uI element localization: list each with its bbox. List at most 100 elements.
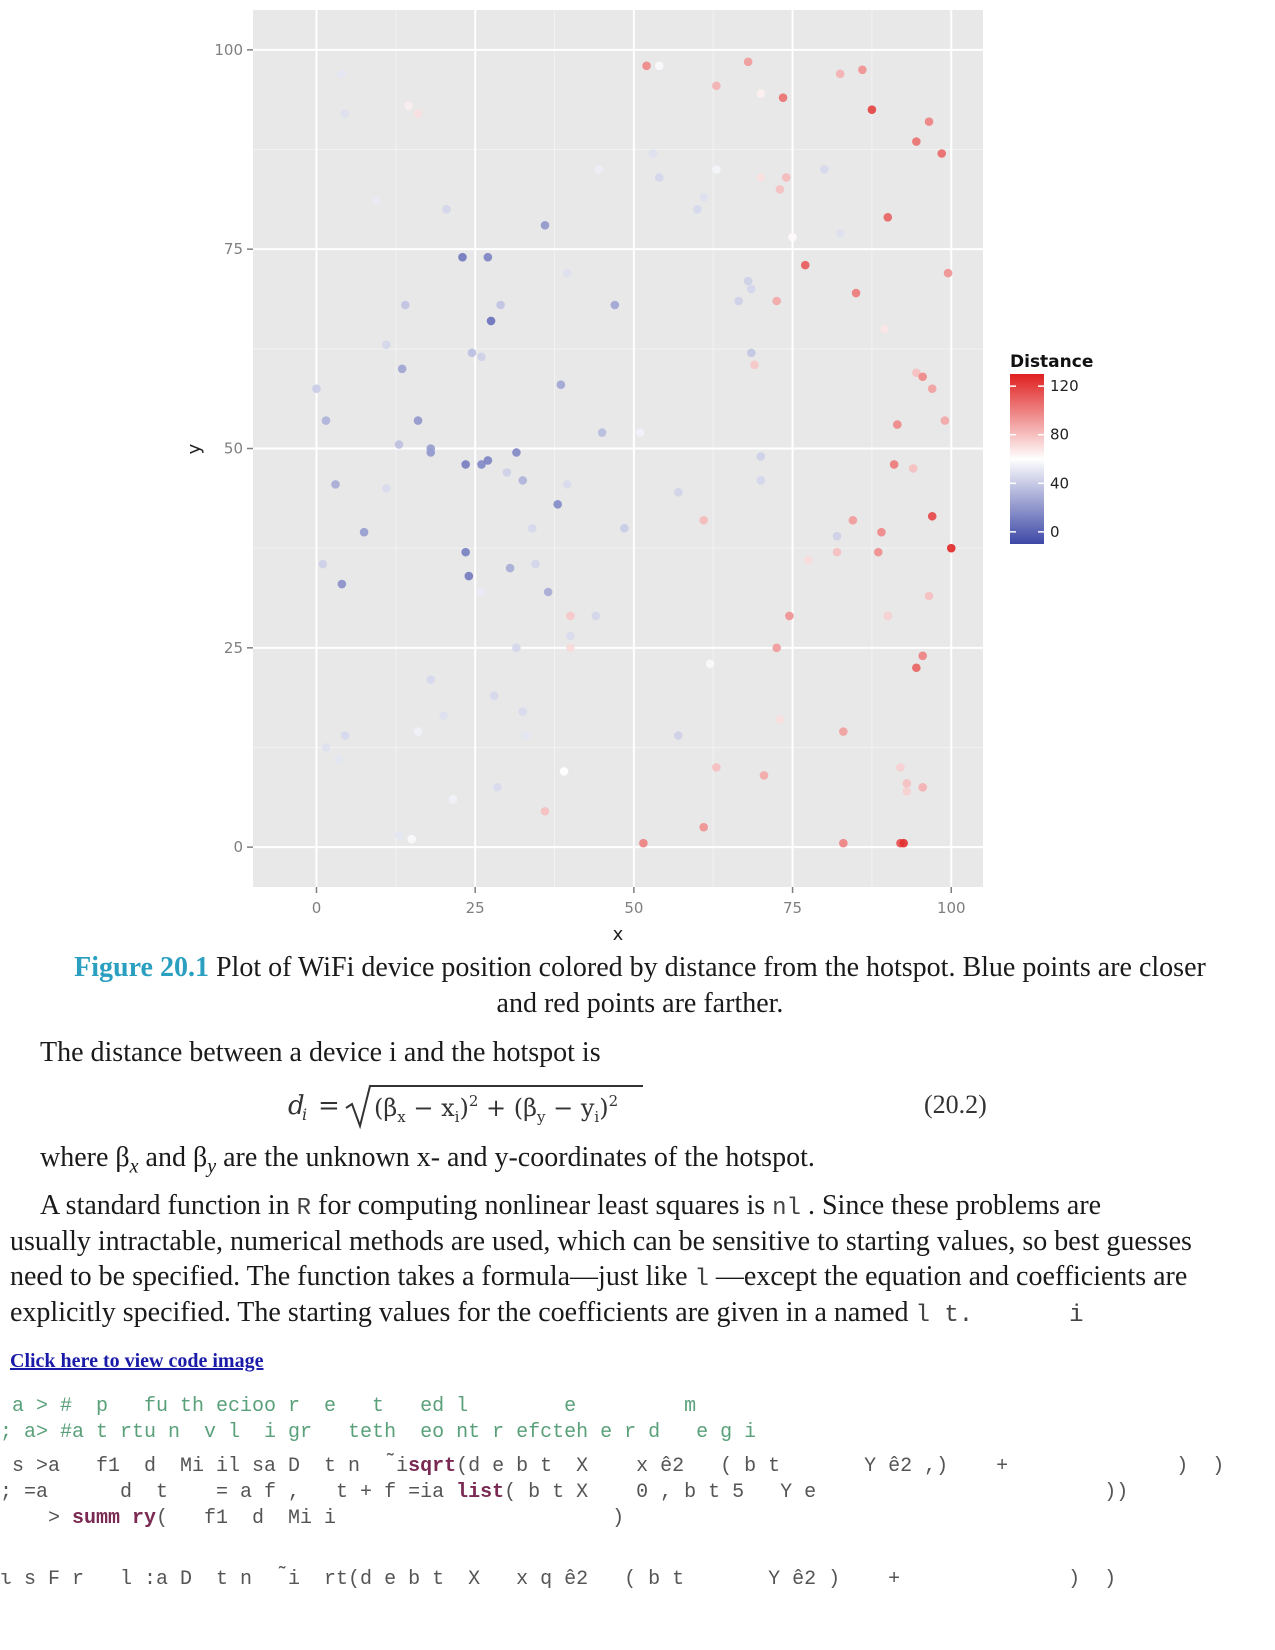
code-line-5a: > xyxy=(0,1507,73,1530)
data-point xyxy=(566,643,575,653)
paragraph-distance-text: The distance between a device i and the … xyxy=(40,1037,601,1068)
data-point xyxy=(426,675,436,685)
data-point xyxy=(318,559,328,569)
legend-tick-label: 0 xyxy=(1050,523,1060,541)
data-point xyxy=(924,591,934,601)
data-point xyxy=(750,360,759,370)
data-point xyxy=(705,659,715,669)
x-tick-label: 25 xyxy=(466,899,485,917)
data-point xyxy=(743,57,753,67)
figure-caption: Figure 20.1 Plot of WiFi device position… xyxy=(30,950,1250,1022)
legend-tick-label: 80 xyxy=(1050,426,1069,444)
data-point xyxy=(778,93,788,102)
code-line-1: a > # p fu th ecioo r e t ed l e m xyxy=(0,1395,696,1418)
data-point xyxy=(674,731,683,740)
grid-lines xyxy=(253,10,983,887)
scatter-chart: 0 25 50 75 100 0 25 50 75 100 x y Distance 120 80 4… xyxy=(184,10,1093,945)
paragraph-hotspot: where βx and βy are the unknown x- and y… xyxy=(40,1140,815,1185)
x-axis-title: x xyxy=(613,924,624,945)
data-point xyxy=(528,523,537,533)
data-point xyxy=(699,193,708,202)
data-point xyxy=(407,834,416,844)
data-point xyxy=(512,448,521,457)
code-line-3a: s >a f1 d Mi il sa D t n ̃i xyxy=(0,1455,409,1478)
data-point xyxy=(918,372,927,382)
paragraph-nls-line4: explicitly specified. The starting value… xyxy=(10,1295,1084,1334)
data-point xyxy=(620,523,629,533)
data-point xyxy=(477,587,486,597)
data-point xyxy=(835,228,845,238)
code-line-4a: ; =a d t = a f , t + f =ia xyxy=(0,1481,457,1504)
y-tick-label: 75 xyxy=(224,240,243,258)
data-point xyxy=(458,252,467,262)
y-tick-label: 0 xyxy=(233,838,243,856)
svg-text:=: = xyxy=(318,1091,340,1121)
data-point xyxy=(556,380,566,390)
code-line-4b: ( b t X 0 , b t 5 Y e )) xyxy=(504,1481,1129,1504)
data-point xyxy=(502,468,512,477)
data-point xyxy=(756,89,766,99)
data-point xyxy=(426,444,436,453)
x-tick-label: 0 xyxy=(312,899,322,917)
data-point xyxy=(540,220,550,230)
legend-tick-label: 120 xyxy=(1050,377,1079,395)
data-point xyxy=(734,296,743,306)
data-point xyxy=(382,340,391,350)
data-point xyxy=(893,420,902,429)
data-point xyxy=(712,81,721,91)
view-code-image-link[interactable]: Click here to view code image xyxy=(10,1350,264,1372)
data-point xyxy=(401,300,410,310)
data-point xyxy=(461,460,470,469)
data-point xyxy=(880,324,889,334)
code-line-3: s >a f1 d Mi il sa D t n ̃isqrt(d e b t … xyxy=(0,1455,1224,1478)
equation-number: (20.2) xyxy=(924,1090,987,1119)
code-line-6: ι s F r l :a D t n ̃i rt(d e b t X x q ê… xyxy=(0,1568,1117,1591)
data-point xyxy=(334,755,343,764)
code-line-4: ; =a d t = a f , t + f =ia list( b t X 0… xyxy=(0,1481,1128,1504)
data-point xyxy=(559,767,569,776)
code-nls: nl xyxy=(772,1195,801,1222)
y-tick-label: 50 xyxy=(224,440,243,458)
data-point xyxy=(927,511,937,521)
data-point xyxy=(747,348,756,358)
data-point xyxy=(873,547,883,557)
data-point xyxy=(832,547,842,557)
data-point xyxy=(505,563,515,573)
data-point xyxy=(858,65,867,75)
data-point xyxy=(610,300,620,310)
paragraph-distance: The distance between a device i and the … xyxy=(40,1035,601,1071)
data-point xyxy=(413,109,423,118)
data-point xyxy=(912,137,921,146)
data-point xyxy=(924,117,934,126)
x-tick-label: 50 xyxy=(624,899,643,917)
data-point xyxy=(747,284,756,294)
data-point xyxy=(832,531,842,541)
code-lm: l xyxy=(694,1266,709,1293)
data-point xyxy=(902,779,912,788)
paragraph-nls-line3: need to be specified. The function takes… xyxy=(10,1259,1187,1298)
data-point xyxy=(902,787,912,796)
figure-label: Figure 20.1 xyxy=(74,952,209,983)
p2-part-c: are the unknown x- and y-coordinates of … xyxy=(216,1142,815,1173)
data-point xyxy=(699,822,708,832)
code-comment-2: ; a> #a t rtu n v l i gr teth eo nt r ef… xyxy=(0,1421,757,1444)
data-point xyxy=(788,232,797,242)
p3-l3-b: —except the equation and coefficients ar… xyxy=(708,1261,1188,1292)
data-point xyxy=(889,460,899,469)
data-point xyxy=(781,173,791,182)
p2-sub-x: x xyxy=(129,1155,139,1178)
data-point xyxy=(477,460,486,469)
data-point xyxy=(772,296,781,306)
data-point xyxy=(448,795,458,804)
code-line-5: > summ ry( f1 d Mi i ) xyxy=(0,1507,624,1530)
data-point xyxy=(566,631,575,641)
code-r: R xyxy=(296,1195,312,1222)
data-point xyxy=(918,651,927,661)
data-point xyxy=(759,771,769,780)
data-point xyxy=(477,352,486,362)
p3-l3-a: need to be specified. The function takes… xyxy=(10,1261,695,1292)
code-line-5b: ( f1 d Mi i ) xyxy=(156,1507,625,1530)
caption-line1: Plot of WiFi device position colored by … xyxy=(208,952,1206,983)
data-point xyxy=(785,611,794,621)
data-point xyxy=(512,643,521,653)
